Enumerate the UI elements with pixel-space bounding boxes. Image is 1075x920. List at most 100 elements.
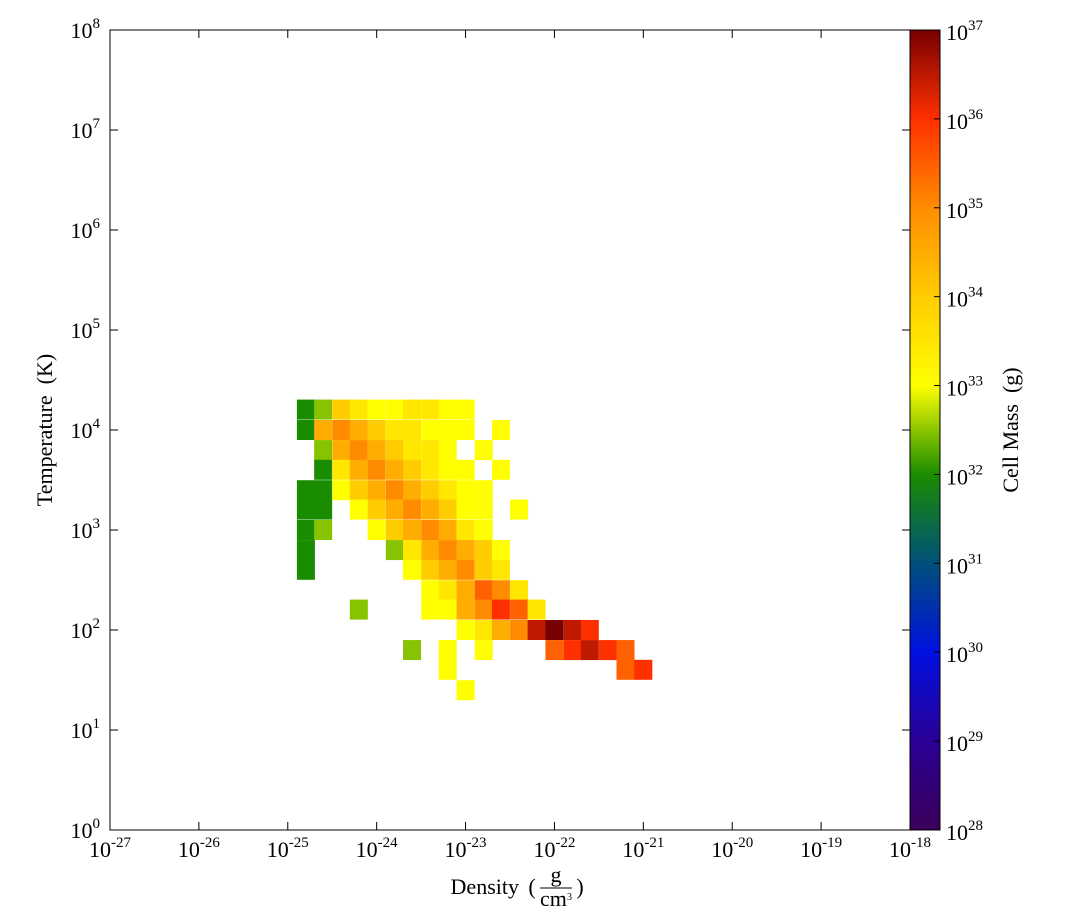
- cell: [332, 420, 351, 440]
- x-unit-denominator: cm3: [540, 886, 572, 911]
- colorbar-tick-label: 1034: [946, 285, 984, 312]
- cell: [296, 540, 315, 561]
- cell: [456, 420, 475, 440]
- cell: [438, 540, 457, 561]
- cell: [474, 559, 493, 580]
- cell: [580, 640, 599, 661]
- x-tick-label: 10-19: [800, 835, 842, 862]
- cell: [634, 659, 653, 680]
- cell: [438, 640, 457, 661]
- cell: [527, 620, 546, 640]
- cell: [456, 680, 475, 701]
- y-axis-label: Temperature (K): [32, 354, 57, 506]
- x-tick-label: 10-21: [622, 835, 664, 862]
- cell: [474, 580, 493, 601]
- cell: [491, 620, 510, 640]
- cell: [421, 580, 440, 601]
- cell: [332, 480, 351, 501]
- cell: [385, 480, 404, 501]
- colorbar-tick-label: 1033: [946, 374, 983, 401]
- cells: [296, 399, 653, 701]
- cell: [385, 459, 404, 480]
- cell: [421, 440, 440, 461]
- cell: [510, 599, 529, 620]
- x-tick-label: 10-24: [356, 835, 398, 862]
- x-tick-label: 10-25: [267, 835, 309, 862]
- y-tick-label: 100: [71, 816, 101, 843]
- cell: [491, 540, 510, 561]
- cell: [314, 399, 333, 420]
- x-axis-paren: (: [528, 874, 535, 899]
- colorbar-tick-label: 1030: [946, 640, 983, 667]
- cell: [314, 440, 333, 461]
- cell: [545, 640, 564, 661]
- cell: [367, 520, 386, 540]
- cell: [314, 480, 333, 501]
- colorbar-tick-label: 1028: [946, 818, 983, 845]
- cell: [474, 480, 493, 501]
- cell: [438, 580, 457, 601]
- cell: [474, 520, 493, 540]
- cell: [510, 499, 529, 520]
- cell: [580, 620, 599, 640]
- cell: [421, 599, 440, 620]
- colorbar-tick-label: 1032: [946, 462, 983, 489]
- cell: [438, 599, 457, 620]
- cell: [474, 599, 493, 620]
- cell: [385, 520, 404, 540]
- cell: [367, 420, 386, 440]
- cell: [332, 399, 351, 420]
- x-axis-label: Density: [451, 874, 519, 899]
- y-tick-label: 102: [71, 616, 101, 643]
- cell: [438, 440, 457, 461]
- x-tick-label: 10-23: [445, 835, 487, 862]
- cell: [367, 499, 386, 520]
- cell: [296, 520, 315, 540]
- cell: [349, 399, 368, 420]
- cell: [367, 480, 386, 501]
- colorbar-tick-label: 1029: [946, 729, 983, 756]
- y-tick-label: 105: [71, 316, 101, 343]
- cell: [474, 620, 493, 640]
- cell: [403, 399, 422, 420]
- cell: [403, 520, 422, 540]
- cell: [385, 420, 404, 440]
- cell: [456, 599, 475, 620]
- cell: [314, 459, 333, 480]
- cell: [314, 520, 333, 540]
- colorbar-tick-label: 1031: [946, 551, 983, 578]
- cell: [367, 459, 386, 480]
- cell: [438, 459, 457, 480]
- cell: [456, 480, 475, 501]
- cell: [438, 420, 457, 440]
- cell: [421, 420, 440, 440]
- x-tick-label: 10-27: [89, 835, 131, 862]
- cell: [456, 499, 475, 520]
- cell: [385, 499, 404, 520]
- cell: [438, 659, 457, 680]
- y-tick-label: 103: [71, 516, 101, 543]
- cell: [332, 440, 351, 461]
- cell: [474, 499, 493, 520]
- y-tick-label: 107: [71, 116, 101, 143]
- cell: [403, 540, 422, 561]
- cell: [403, 640, 422, 661]
- x-tick-label: 10-26: [178, 835, 220, 862]
- cell: [421, 540, 440, 561]
- cell: [456, 540, 475, 561]
- cell: [438, 559, 457, 580]
- cell: [438, 499, 457, 520]
- cell: [491, 420, 510, 440]
- x-unit-numerator: g: [551, 862, 562, 887]
- cell: [474, 440, 493, 461]
- y-tick-label: 104: [71, 416, 101, 443]
- cell: [456, 459, 475, 480]
- cell: [491, 459, 510, 480]
- cell: [367, 440, 386, 461]
- cell: [474, 540, 493, 561]
- cell: [349, 599, 368, 620]
- cell: [616, 659, 635, 680]
- cell: [456, 399, 475, 420]
- cell: [349, 440, 368, 461]
